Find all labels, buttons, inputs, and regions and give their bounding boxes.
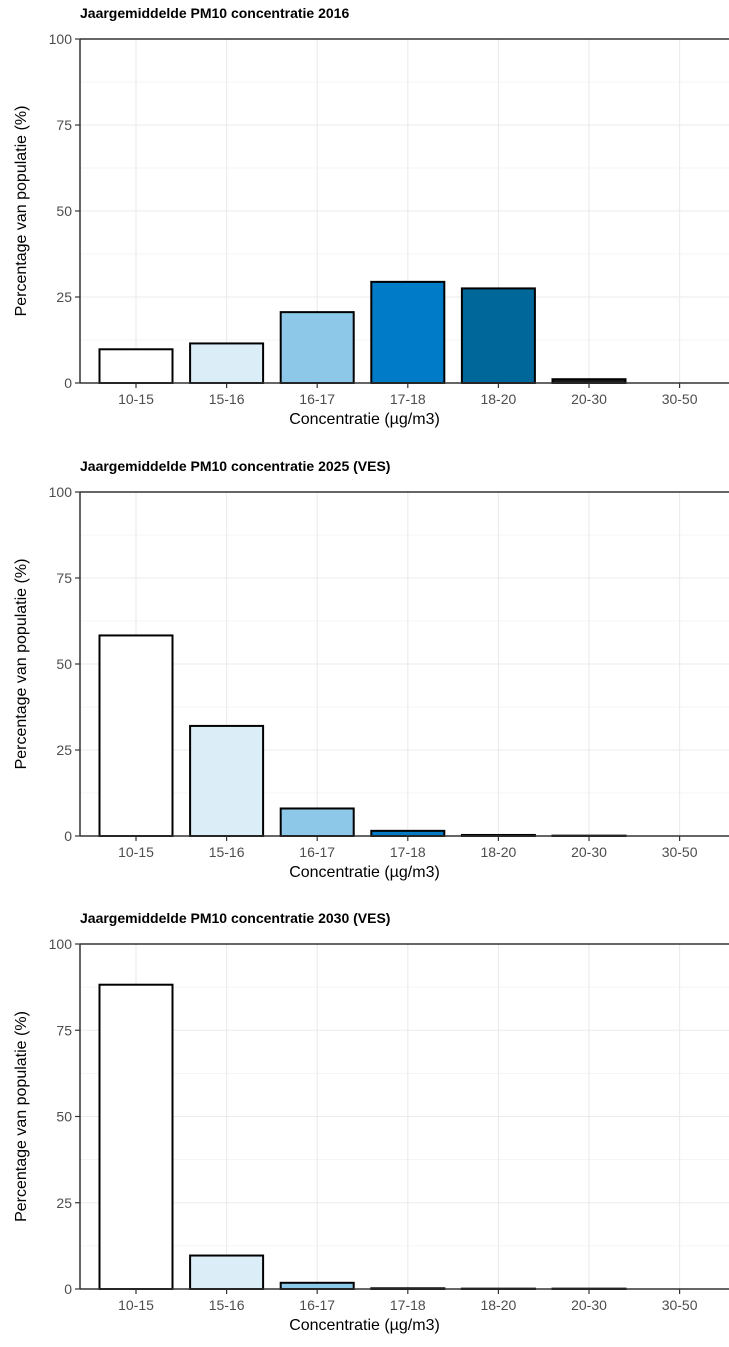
bar-15-16 <box>189 1254 265 1291</box>
bar-16-17 <box>279 1281 355 1291</box>
x-tick-label: 17-18 <box>390 391 426 407</box>
y-tick-label: 0 <box>64 375 72 391</box>
x-tick-label: 18-20 <box>480 1297 516 1313</box>
x-tick-label: 15-16 <box>209 844 245 860</box>
x-tick-label: 15-16 <box>209 1297 245 1313</box>
x-axis-label: Concentratie (µg/m3) <box>289 1317 440 1334</box>
chart-title: Jaargemiddelde PM10 concentratie 2030 (V… <box>80 910 390 926</box>
x-tick-label: 20-30 <box>571 1297 607 1313</box>
y-tick-label: 50 <box>56 656 72 672</box>
y-tick-label: 50 <box>56 1109 72 1125</box>
chart-panel-1: 0 25 50 75 100 10-15 15-16 16-17 17-18 18-20 20-30… <box>13 5 729 428</box>
x-tick-label: 16-17 <box>299 391 335 407</box>
chart-title: Jaargemiddelde PM10 concentratie 2025 (V… <box>80 458 390 474</box>
y-tick-label: 75 <box>56 1022 72 1038</box>
y-tick-label: 100 <box>49 936 73 952</box>
x-axis-label: Concentratie (µg/m3) <box>289 864 440 881</box>
y-tick-label: 100 <box>49 484 73 500</box>
y-axis-label: Percentage van populatie (%) <box>13 106 30 317</box>
bar-10-15 <box>98 348 174 384</box>
bar-18-20 <box>460 287 536 384</box>
chart-panel-3: 0 25 50 75 100 10-15 15-16 16-17 17-18 18-20 20-30… <box>13 910 729 1334</box>
bar-17-18 <box>370 280 446 385</box>
x-tick-label: 10-15 <box>118 844 154 860</box>
x-axis-label: Concentratie (µg/m3) <box>289 411 440 428</box>
bar-16-17 <box>279 311 355 384</box>
bar-16-17 <box>279 807 355 837</box>
chart-title: Jaargemiddelde PM10 concentratie 2016 <box>80 5 349 21</box>
chart-panel-2: 0 25 50 75 100 10-15 15-16 16-17 17-18 18-20 20-30… <box>13 458 729 881</box>
y-tick-label: 75 <box>56 117 72 133</box>
x-tick-label: 15-16 <box>209 391 245 407</box>
bar-15-16 <box>189 724 265 837</box>
y-axis-label: Percentage van populatie (%) <box>13 1011 30 1222</box>
x-tick-label: 30-50 <box>662 1297 698 1313</box>
bar-15-16 <box>189 342 265 385</box>
x-tick-label: 16-17 <box>299 1297 335 1313</box>
y-tick-label: 0 <box>64 828 72 844</box>
y-tick-label: 25 <box>56 289 72 305</box>
x-tick-label: 17-18 <box>390 1297 426 1313</box>
bar-10-15 <box>98 983 174 1291</box>
x-tick-label: 30-50 <box>662 391 698 407</box>
y-tick-label: 0 <box>64 1281 72 1297</box>
y-tick-label: 100 <box>49 31 73 47</box>
y-tick-label: 25 <box>56 742 72 758</box>
x-tick-label: 18-20 <box>480 844 516 860</box>
x-tick-label: 20-30 <box>571 844 607 860</box>
x-tick-label: 18-20 <box>480 391 516 407</box>
x-tick-label: 20-30 <box>571 391 607 407</box>
y-tick-label: 75 <box>56 570 72 586</box>
bar-17-18 <box>370 829 446 838</box>
x-tick-label: 10-15 <box>118 391 154 407</box>
x-tick-label: 16-17 <box>299 844 335 860</box>
y-tick-label: 25 <box>56 1195 72 1211</box>
x-tick-label: 30-50 <box>662 844 698 860</box>
x-tick-label: 10-15 <box>118 1297 154 1313</box>
y-axis-label: Percentage van populatie (%) <box>13 559 30 770</box>
x-tick-label: 17-18 <box>390 844 426 860</box>
bar-10-15 <box>98 634 174 837</box>
y-tick-label: 50 <box>56 203 72 219</box>
